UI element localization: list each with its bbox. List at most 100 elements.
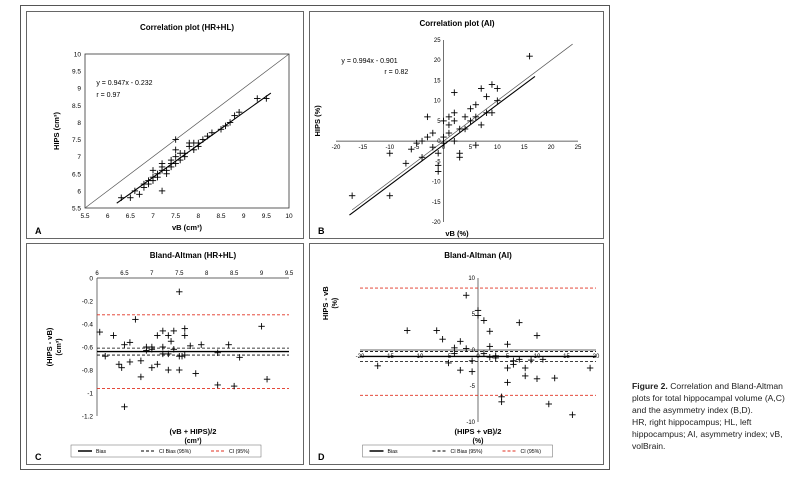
data-point <box>404 327 411 334</box>
panel-letter-D: D <box>318 452 325 462</box>
x-tick-label: 10 <box>494 145 501 151</box>
data-point <box>181 351 188 359</box>
data-point <box>451 109 458 116</box>
data-point <box>457 366 464 374</box>
legend-box <box>70 444 262 458</box>
data-point <box>474 307 482 314</box>
x-tick-label: -15 <box>359 145 368 151</box>
identity-line <box>84 53 290 209</box>
data-point <box>492 354 499 362</box>
legend: Bias CI Bias (95%) CI (95%) <box>362 444 553 458</box>
data-point <box>424 133 431 141</box>
data-point <box>178 353 186 360</box>
data-point <box>148 364 156 371</box>
legend-label: CI Bias (95%) <box>451 449 483 455</box>
data-point <box>172 160 179 167</box>
y-tick-label: 20 <box>434 58 441 64</box>
data-point <box>498 398 505 406</box>
chart-svg-C: Bland-Altman (HR+HL) 6 6.5 7 7.5 8 8.5 9 9.5 0 -0.… <box>35 251 294 462</box>
data-point <box>445 113 453 121</box>
data-point <box>516 356 523 363</box>
y-tick-label: 7 <box>77 154 81 161</box>
chart-svg-B: Correlation plot (AI) -20 -15 -10 -5 0 5 10 15 20… <box>313 19 582 238</box>
data-point <box>522 372 529 380</box>
data-point <box>154 332 161 339</box>
data-point <box>463 292 470 299</box>
data-point <box>214 349 221 356</box>
data-point <box>472 101 480 108</box>
panel-letter-C: C <box>35 452 42 462</box>
data-point <box>408 146 415 153</box>
x-tick-label: 25 <box>575 145 582 151</box>
legend-item: CI Bias (95%) <box>141 449 191 455</box>
data-point <box>504 379 511 386</box>
data-point <box>126 339 134 346</box>
data-point <box>569 411 576 418</box>
data-point <box>348 192 356 199</box>
x-axis-unit: (cm³) <box>184 438 201 445</box>
legend-item: CI (95%) <box>211 449 250 455</box>
legend-label: Bias <box>96 449 106 455</box>
panel-bland-altman-ai: Bland-Altman (AI)-20-15-10-5051015201050… <box>309 243 604 465</box>
y-tick-label: 6.5 <box>72 171 81 178</box>
chart-title: Correlation plot (AI) <box>419 19 494 28</box>
data-point <box>159 327 167 335</box>
data-point <box>121 403 128 410</box>
y-tick-label: -0.8 <box>82 368 94 375</box>
legend-item: CI Bias (95%) <box>432 449 483 455</box>
x-tick-label: 9.5 <box>285 271 294 277</box>
data-point <box>148 346 156 353</box>
y-tick-label: 9 <box>77 86 81 93</box>
correlation-r: r = 0.97 <box>96 92 120 99</box>
data-point <box>586 364 594 372</box>
legend: Bias CI Bias (95%) CI (95%) <box>70 444 262 458</box>
panel-bland-altman-total: Bland-Altman (HR+HL) 6 6.5 7 7.5 8 8.5 9 9.5 0 -0.… <box>26 243 304 465</box>
data-point <box>494 85 501 92</box>
x-tick-label: 5 <box>469 145 473 151</box>
data-point <box>418 137 426 145</box>
data-point <box>413 139 420 147</box>
x-tick-label: 9.5 <box>262 213 271 220</box>
x-tick-label: 6 <box>106 213 110 220</box>
y-tick-label: 10 <box>434 99 441 105</box>
caption-text-2: (A,C) and the asymmetry index (B,D). <box>632 393 785 415</box>
identity-line <box>351 43 573 211</box>
data-point <box>208 129 216 136</box>
y-tick-label: -1 <box>87 391 93 398</box>
data-point <box>551 374 558 382</box>
data-point <box>488 81 496 88</box>
data-point <box>434 150 442 157</box>
y-tick-label: -10 <box>466 420 475 426</box>
legend-label: Bias <box>388 449 398 455</box>
data-point <box>533 375 541 382</box>
data-point <box>143 343 150 351</box>
data-point <box>172 153 179 160</box>
caption-abbreviations: HR, right hippocampus; HL, left hippocam… <box>632 417 783 451</box>
data-point <box>545 400 552 408</box>
data-point <box>118 364 125 371</box>
legend-label: CI Bias (95%) <box>159 449 191 455</box>
data-point <box>170 327 177 335</box>
data-point <box>225 341 232 348</box>
data-point <box>145 180 152 188</box>
y-tick-label: -0.6 <box>82 345 94 352</box>
y-tick-label: -20 <box>432 220 441 226</box>
data-point <box>172 146 179 154</box>
data-point <box>463 345 470 352</box>
data-point <box>480 317 488 324</box>
data-point <box>418 154 426 161</box>
data-point <box>451 117 458 125</box>
data-point <box>451 89 458 96</box>
data-point <box>483 109 490 116</box>
panel-correlation-total: Correlation plot (HR+HL) 5.5 6 6.5 7 7.5 8 8.5 9… <box>26 11 304 239</box>
x-tick-label: 7 <box>151 213 155 220</box>
data-point <box>424 113 431 121</box>
x-tick-label: 7 <box>150 271 154 277</box>
data-point <box>451 350 458 357</box>
data-point <box>516 319 523 326</box>
chart-svg-A: Correlation plot (HR+HL) 5.5 6 6.5 7 7.5 8 8.5 9… <box>35 23 293 236</box>
fit-line <box>349 75 536 216</box>
data-point <box>461 113 469 121</box>
data-point <box>486 328 493 335</box>
x-axis-label: vB (cm³) <box>172 223 203 232</box>
